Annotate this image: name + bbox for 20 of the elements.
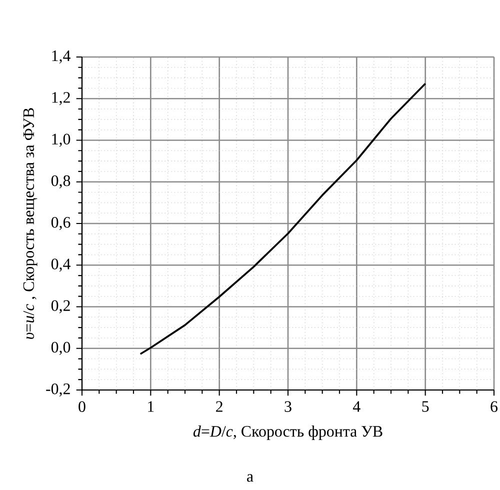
x-axis-title: d=D/c, Скорость фронта УВ — [193, 426, 382, 440]
text: а — [247, 474, 254, 482]
y-axis-title: υ=u/c , Скорость вещества за ФУВ — [23, 108, 38, 339]
x-tick-label: 6 — [490, 401, 498, 412]
line-series — [139, 82, 426, 355]
x-tick-label: 5 — [422, 401, 429, 412]
y-tick-label: 1,2 — [52, 92, 70, 106]
y-tick-label: 1,4 — [52, 50, 71, 64]
x-tick-label: 1 — [148, 401, 154, 412]
x-tick-label: 3 — [284, 401, 292, 412]
x-tick-label: 0 — [78, 401, 86, 412]
x-tick-label: 2 — [216, 401, 222, 412]
y-tick-label: 1,0 — [52, 134, 70, 147]
y-tick-label: -0,2 — [46, 383, 70, 397]
y-tick-label: 0,8 — [51, 175, 70, 188]
y-tick-label: 0,4 — [51, 258, 71, 272]
y-tick-label: 0,0 — [51, 342, 70, 355]
y-tick-label: 0,6 — [51, 216, 70, 230]
y-tick-label: 0,2 — [51, 300, 70, 314]
x-tick-label: 4 — [352, 401, 360, 412]
